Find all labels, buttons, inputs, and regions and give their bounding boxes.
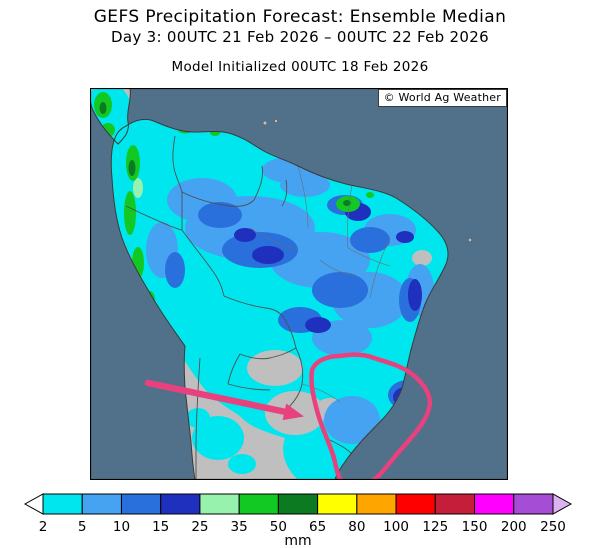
colorbar-segment	[513, 493, 554, 515]
colorbar-segment	[238, 493, 279, 515]
colorbar-units-label: mm	[284, 533, 311, 548]
map-frame	[90, 88, 508, 480]
colorbar-segment	[434, 493, 476, 515]
colorbar-tick-label: 2	[39, 519, 48, 535]
colorbar-tick-label: 150	[462, 519, 488, 535]
valid-period-subtitle: Day 3: 00UTC 21 Feb 2026 – 00UTC 22 Feb …	[111, 28, 489, 47]
precipitation-map	[90, 88, 508, 480]
page-title: GEFS Precipitation Forecast: Ensemble Me…	[93, 7, 507, 27]
colorbar-segment	[317, 493, 358, 515]
map-figure: © World Ag Weather	[90, 88, 508, 480]
colorbar-tick-label: 25	[191, 519, 208, 535]
highlight-region-outline	[309, 352, 433, 480]
colorbar-under-arrow	[23, 493, 44, 515]
state-borders	[249, 165, 391, 403]
colorbar-segment	[474, 493, 515, 515]
header: GEFS Precipitation Forecast: Ensemble Me…	[0, 7, 600, 75]
highlight-arrow-head	[282, 403, 304, 421]
colorbar-tick-label: 250	[540, 519, 566, 535]
colorbar-tick-label: 35	[231, 519, 248, 535]
colorbar-segment	[160, 493, 201, 515]
colorbar-tick-label: 100	[383, 519, 409, 535]
model-init-line: Model Initialized 00UTC 18 Feb 2026	[171, 58, 429, 75]
highlight-arrow	[144, 379, 290, 416]
colorbar-tick-label: 50	[270, 519, 287, 535]
country-borders	[125, 135, 353, 480]
colorbar-tick-label: 80	[348, 519, 365, 535]
watermark-label: © World Ag Weather	[377, 89, 507, 107]
colorbar-segment	[42, 493, 83, 515]
colorbar-tick-label: 65	[309, 519, 326, 535]
colorbar-segment	[395, 493, 436, 515]
colorbar-tick-label: 200	[501, 519, 527, 535]
colorbar-segment	[199, 493, 240, 515]
precipitation-layer	[90, 88, 448, 480]
colorbar-segment	[81, 493, 122, 515]
colorbar-tick-label: 125	[422, 519, 448, 535]
coastline	[90, 88, 449, 480]
colorbar-segment	[277, 493, 319, 515]
colorbar-over-arrow	[552, 493, 573, 515]
colorbar-tick-label: 5	[78, 519, 87, 535]
colorbar-tick-label: 15	[152, 519, 169, 535]
colorbar-segment	[356, 493, 397, 515]
colorbar-tick-label: 10	[113, 519, 130, 535]
colorbar-segment	[120, 493, 162, 515]
highlight-annotations	[144, 352, 433, 480]
